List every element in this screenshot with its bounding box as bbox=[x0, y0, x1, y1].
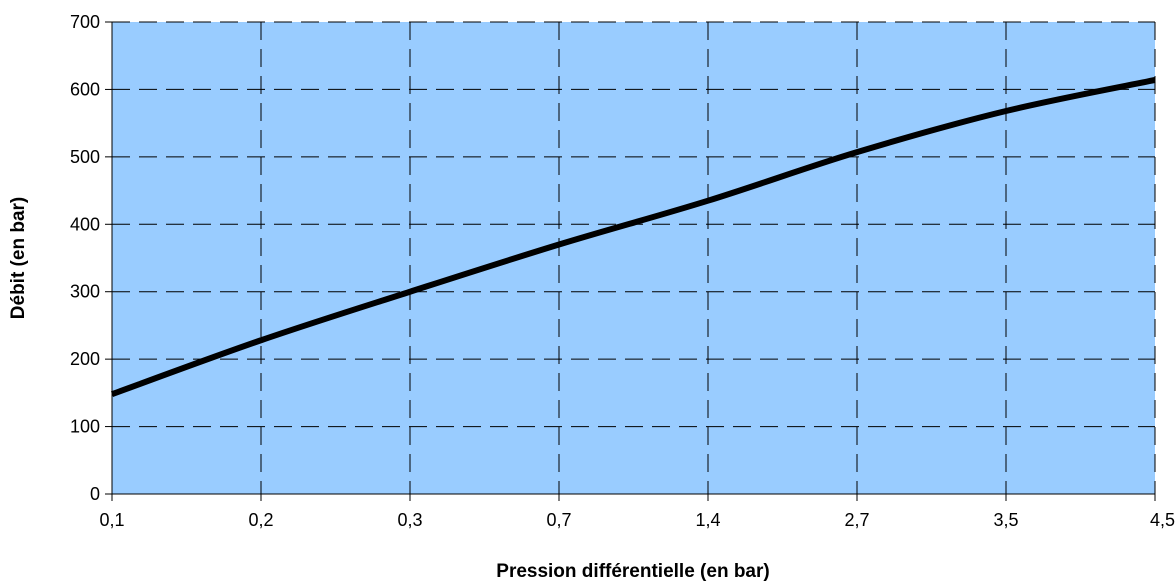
y-tick-label: 700 bbox=[70, 12, 100, 32]
x-tick-label: 0,1 bbox=[99, 510, 124, 530]
x-axis-title: Pression différentielle (en bar) bbox=[496, 561, 769, 582]
y-tick-label: 400 bbox=[70, 214, 100, 234]
x-tick-label: 4,5 bbox=[1150, 510, 1175, 530]
y-tick-label: 600 bbox=[70, 79, 100, 99]
series-line-0 bbox=[110, 77, 1156, 398]
grid-lines bbox=[112, 21, 1156, 494]
y-tick-label: 300 bbox=[70, 282, 100, 302]
y-axis-title: Débit (en bar) bbox=[8, 197, 29, 319]
series bbox=[110, 77, 1156, 398]
x-tick-label: 0,3 bbox=[397, 510, 422, 530]
x-tick-label: 0,2 bbox=[248, 510, 273, 530]
x-tick-label: 1,4 bbox=[695, 510, 720, 530]
axes bbox=[105, 21, 1156, 501]
x-tick-labels: 0,1 0,2 0,3 0,7 1,4 2,7 3,5 4,5 bbox=[99, 510, 1175, 530]
y-tick-label: 100 bbox=[70, 417, 100, 437]
y-tick-label: 500 bbox=[70, 147, 100, 167]
y-tick-label: 0 bbox=[90, 484, 100, 504]
plot-area bbox=[112, 22, 1155, 494]
x-tick-label: 3,5 bbox=[993, 510, 1018, 530]
y-tick-label: 200 bbox=[70, 349, 100, 369]
x-tick-label: 0,7 bbox=[546, 510, 571, 530]
x-tick-label: 2,7 bbox=[844, 510, 869, 530]
y-tick-labels: 0 100 200 300 400 500 600 700 bbox=[70, 12, 100, 504]
